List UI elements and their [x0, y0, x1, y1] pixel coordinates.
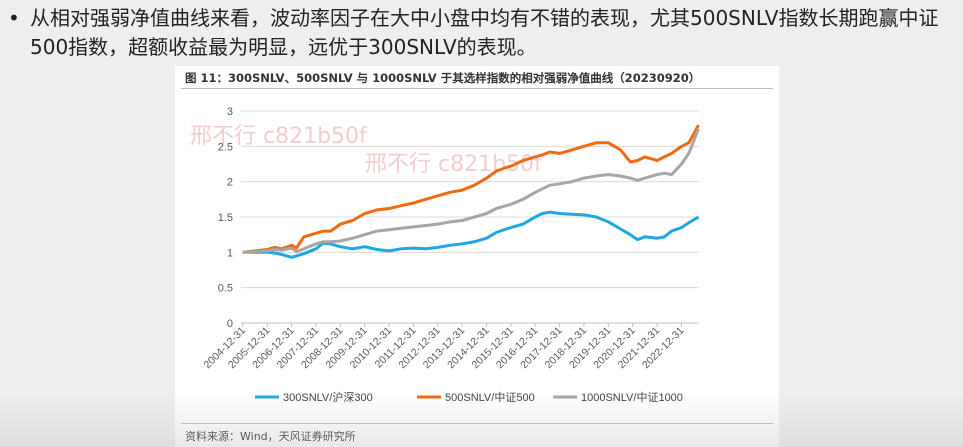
- chart-legend: 300SNLV/沪深300 500SNLV/中证500 1000SNLV/中证100…: [255, 390, 683, 404]
- watermark-left: 邢不行 c821b50f: [190, 124, 367, 149]
- y-tick-label: 2: [227, 177, 233, 189]
- y-tick-label: 2.5: [218, 141, 233, 153]
- y-tick-label: 0: [227, 318, 233, 330]
- source-divider: [181, 423, 773, 424]
- line-chart: 0 0.5 1 1.5 2 2.5 3 2004-12-312005-12-312006-1…: [202, 106, 700, 404]
- bullet-dot: •: [8, 6, 20, 30]
- figure-card: 图 11：300SNLV、500SNLV 与 1000SNLV 于其选样指数的相…: [175, 66, 779, 447]
- y-tick-label: 1: [227, 247, 233, 259]
- figure-source: 资料来源：Wind，天风证券研究所: [185, 430, 356, 443]
- legend-label-s1000: 1000SNLV/中证1000: [581, 391, 683, 404]
- y-tick-layer: 0 0.5 1 1.5 2 2.5 3: [218, 106, 233, 330]
- slide-text: 从相对强弱净值曲线来看，波动率因子在大中小盘中均有不错的表现，尤其500SNLV…: [30, 6, 939, 59]
- legend-label-s500: 500SNLV/中证500: [445, 391, 535, 404]
- y-tick-label: 0.5: [218, 283, 233, 295]
- slide-bullet: • 从相对强弱净值曲线来看，波动率因子在大中小盘中均有不错的表现，尤其500SN…: [8, 4, 958, 62]
- y-tick-label: 1.5: [218, 212, 233, 224]
- series-layer: [242, 124, 700, 259]
- title-divider: [181, 88, 773, 89]
- y-tick-label: 3: [227, 106, 233, 118]
- legend-label-s300: 300SNLV/沪深300: [283, 390, 373, 404]
- figure-title: 图 11：300SNLV、500SNLV 与 1000SNLV 于其选样指数的相…: [185, 71, 701, 85]
- watermark-right: 邢不行 c821b50f: [365, 152, 542, 177]
- series-line-s1000: [242, 128, 700, 254]
- x-tick-layer: 2004-12-312005-12-312006-12-312007-12-31…: [202, 323, 687, 371]
- series-line-s300: [242, 210, 700, 259]
- series-line-s500: [242, 124, 700, 254]
